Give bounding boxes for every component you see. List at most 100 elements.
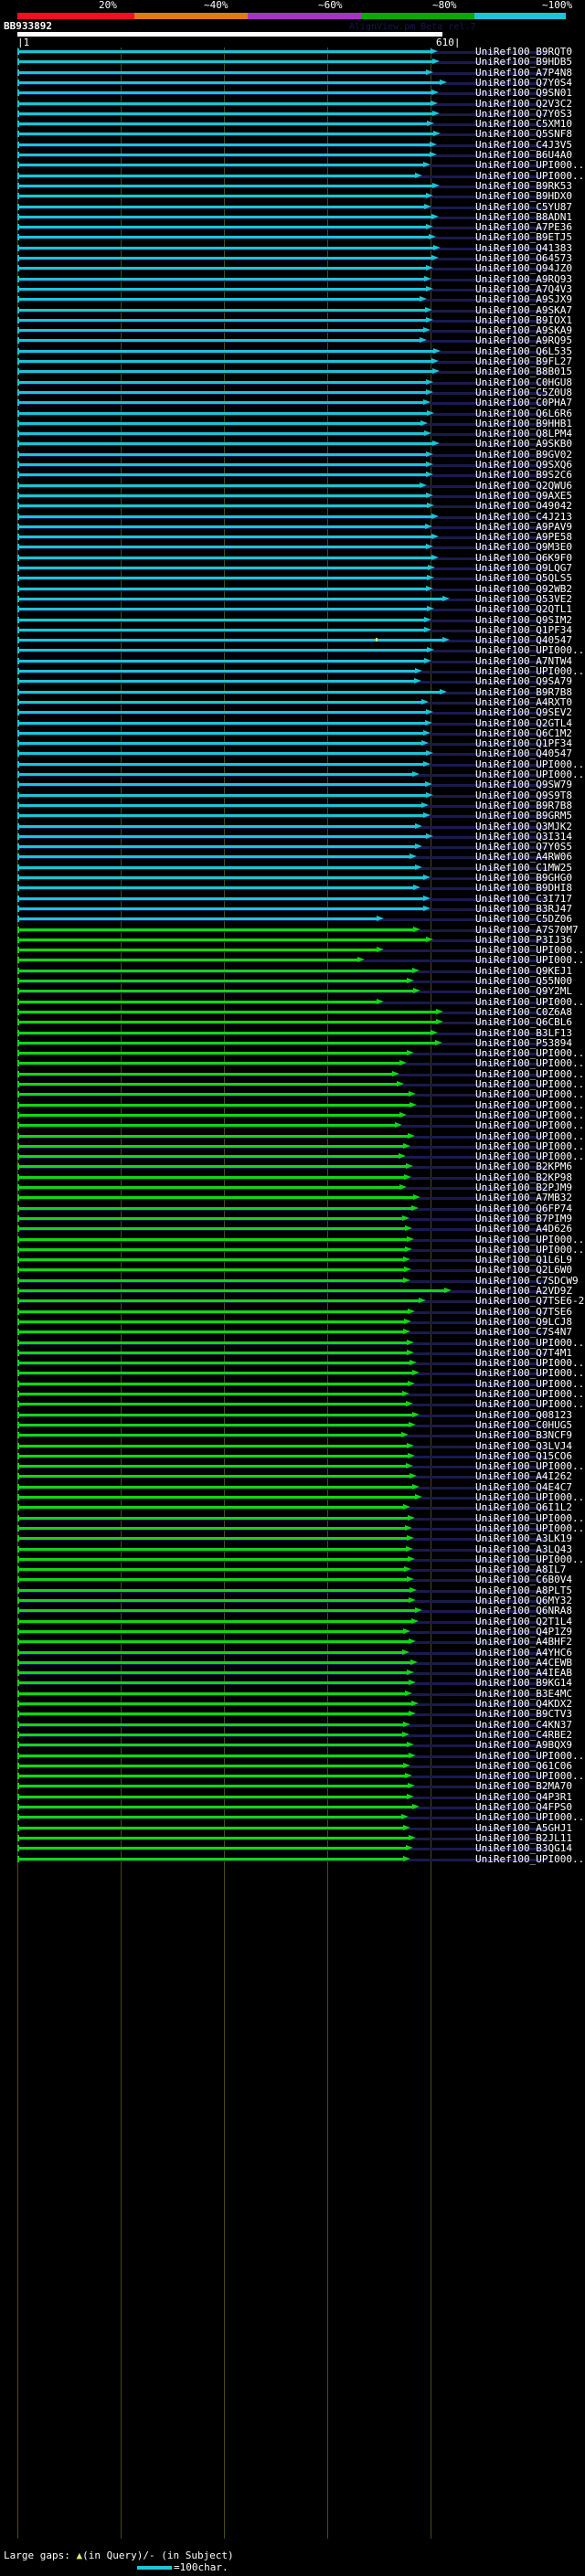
alignment-row[interactable]: UniRef100_Q94JZ0 xyxy=(0,263,585,274)
hsp-bar[interactable] xyxy=(17,1742,414,1749)
hit-label[interactable]: UniRef100_Q7TSE6 xyxy=(475,1305,572,1318)
alignment-row[interactable]: UniRef100_UPI000.. xyxy=(0,1244,585,1256)
hsp-bar[interactable] xyxy=(17,1173,411,1181)
hit-label[interactable]: UniRef100_B2KPM6 xyxy=(475,1161,572,1173)
hsp-bar[interactable] xyxy=(17,1566,411,1574)
hit-label[interactable]: UniRef100_A4RW06 xyxy=(475,851,572,864)
alignment-row[interactable]: UniRef100_B9R7B8 xyxy=(0,686,585,698)
hsp-bar[interactable] xyxy=(17,885,420,892)
hsp-bar[interactable] xyxy=(17,853,417,861)
hit-label[interactable]: UniRef100_C5XM10 xyxy=(475,118,572,131)
alignment-row[interactable]: UniRef100_B3NCF9 xyxy=(0,1430,585,1441)
hsp-bar[interactable] xyxy=(17,1288,452,1294)
hsp-bar[interactable] xyxy=(17,936,433,943)
alignment-row[interactable]: UniRef100_O49042 xyxy=(0,501,585,512)
hit-label[interactable]: UniRef100_UPI000.. xyxy=(475,1749,585,1762)
alignment-row[interactable]: UniRef100_P53894 xyxy=(0,1037,585,1049)
hit-label[interactable]: UniRef100_C0PHA7 xyxy=(475,397,572,409)
hit-label[interactable]: UniRef100_A9SJX9 xyxy=(475,293,572,306)
hit-label[interactable]: UniRef100_Q2GTL4 xyxy=(475,716,572,729)
alignment-row[interactable]: UniRef100_UPI000.. xyxy=(0,945,585,956)
hsp-bar[interactable] xyxy=(17,895,431,902)
hsp-bar[interactable] xyxy=(17,1184,407,1191)
alignment-row[interactable]: UniRef100_B2JL11 xyxy=(0,1831,585,1844)
alignment-row[interactable]: UniRef100_UPI000.. xyxy=(0,1068,585,1080)
hsp-bar[interactable] xyxy=(17,440,440,448)
alignment-row[interactable]: UniRef100_Q9SEV2 xyxy=(0,707,585,718)
hsp-bar[interactable] xyxy=(17,709,433,716)
hsp-bar[interactable] xyxy=(17,1701,419,1707)
alignment-row[interactable]: UniRef100_C4J213 xyxy=(0,510,585,523)
hit-label[interactable]: UniRef100_B9R7B8 xyxy=(475,799,572,811)
alignment-row[interactable]: UniRef100_C6B0V4 xyxy=(0,1574,585,1585)
hit-label[interactable]: UniRef100_Q40547 xyxy=(475,634,572,647)
hsp-bar[interactable] xyxy=(17,740,429,747)
hit-label[interactable]: UniRef100_B7PIM9 xyxy=(475,1212,572,1224)
alignment-row[interactable]: UniRef100_Q9SW79 xyxy=(0,779,585,790)
alignment-row[interactable]: UniRef100_B3RJ47 xyxy=(0,903,585,915)
alignment-row[interactable]: UniRef100_C3I717 xyxy=(0,892,585,905)
hit-label[interactable]: UniRef100_Q6NRA8 xyxy=(475,1605,572,1617)
alignment-row[interactable]: UniRef100_A9PE58 xyxy=(0,532,585,543)
alignment-row[interactable]: UniRef100_Q2T1L4 xyxy=(0,1616,585,1627)
hsp-bar[interactable] xyxy=(17,1814,409,1821)
hit-label[interactable]: UniRef100_UPI000.. xyxy=(475,1811,585,1824)
hit-label[interactable]: UniRef100_A9SKA9 xyxy=(475,324,572,337)
hsp-bar[interactable] xyxy=(17,843,422,851)
hit-label[interactable]: UniRef100_C4J3V5 xyxy=(475,138,572,151)
hsp-bar[interactable] xyxy=(17,1617,419,1625)
alignment-row[interactable]: UniRef100_Q55N00 xyxy=(0,976,585,987)
alignment-row[interactable]: UniRef100_A9RQ95 xyxy=(0,335,585,346)
hit-label[interactable]: UniRef100_UPI000.. xyxy=(475,1357,585,1370)
hit-label[interactable]: UniRef100_Q2QTL1 xyxy=(475,603,572,616)
alignment-row[interactable]: UniRef100_C0HGU8 xyxy=(0,376,585,388)
hit-label[interactable]: UniRef100_B9IOX1 xyxy=(475,313,572,326)
hsp-bar[interactable] xyxy=(17,1659,418,1666)
alignment-row[interactable]: UniRef100_Q9Y2ML xyxy=(0,986,585,997)
alignment-row[interactable]: UniRef100_UPI000.. xyxy=(0,1234,585,1246)
hsp-bar[interactable] xyxy=(17,967,420,974)
hit-label[interactable]: UniRef100_B2MA70 xyxy=(475,1780,572,1793)
hsp-bar[interactable] xyxy=(17,606,434,613)
hit-label[interactable]: UniRef100_C0Z6A8 xyxy=(475,1005,572,1018)
hit-label[interactable]: UniRef100_Q4P1Z9 xyxy=(475,1625,572,1638)
hsp-bar[interactable] xyxy=(17,1752,416,1759)
alignment-row[interactable]: UniRef100_Q1PF34 xyxy=(0,624,585,636)
alignment-row[interactable]: UniRef100_Q6I1L2 xyxy=(0,1502,585,1513)
hsp-bar[interactable] xyxy=(17,595,450,602)
hit-label[interactable]: UniRef100_UPI000.. xyxy=(475,1388,585,1400)
hsp-bar[interactable] xyxy=(17,1452,415,1459)
hit-label[interactable]: UniRef100_C3I717 xyxy=(475,892,572,905)
hit-label[interactable]: UniRef100_B2KP98 xyxy=(475,1171,572,1183)
hit-label[interactable]: UniRef100_Q2V3C2 xyxy=(475,97,572,110)
alignment-row[interactable]: UniRef100_UPI000.. xyxy=(0,1109,585,1121)
hsp-bar[interactable] xyxy=(17,1504,410,1511)
hsp-bar[interactable] xyxy=(17,1329,410,1336)
hit-label[interactable]: UniRef100_C4J213 xyxy=(475,510,572,523)
hit-label[interactable]: UniRef100_UPI000.. xyxy=(475,1553,585,1565)
hsp-bar[interactable] xyxy=(17,409,434,417)
hsp-bar[interactable] xyxy=(17,801,429,809)
hit-label[interactable]: UniRef100_Q6L535 xyxy=(475,345,572,357)
hsp-bar[interactable] xyxy=(17,781,432,789)
hsp-bar[interactable] xyxy=(17,585,433,592)
hsp-bar[interactable] xyxy=(17,1039,442,1046)
hit-label[interactable]: UniRef100_B9S2C6 xyxy=(475,469,572,482)
alignment-row[interactable]: UniRef100_Q6CBL6 xyxy=(0,1017,585,1028)
hsp-bar[interactable] xyxy=(17,1731,410,1738)
alignment-row[interactable]: UniRef100_Q08123 xyxy=(0,1409,585,1421)
hsp-bar[interactable] xyxy=(17,978,414,984)
alignment-row[interactable]: UniRef100_B9S2C6 xyxy=(0,469,585,482)
hit-label[interactable]: UniRef100_A9BQX9 xyxy=(475,1739,572,1752)
alignment-row[interactable]: UniRef100_UPI000.. xyxy=(0,1522,585,1534)
hsp-bar[interactable] xyxy=(17,1411,420,1418)
hit-label[interactable]: UniRef100_Q4KDX2 xyxy=(475,1698,572,1710)
hsp-bar[interactable] xyxy=(17,1091,416,1098)
alignment-row[interactable]: UniRef100_A4CEWB xyxy=(0,1657,585,1669)
hit-label[interactable]: UniRef100_B2JL11 xyxy=(475,1831,572,1844)
alignment-row[interactable]: UniRef100_UPI000.. xyxy=(0,170,585,182)
hit-label[interactable]: UniRef100_Q7Y0S4 xyxy=(475,76,572,89)
alignment-row[interactable]: UniRef100_C1MW25 xyxy=(0,862,585,874)
hsp-bar[interactable] xyxy=(17,1349,414,1356)
alignment-row[interactable]: UniRef100_B2KP98 xyxy=(0,1171,585,1183)
